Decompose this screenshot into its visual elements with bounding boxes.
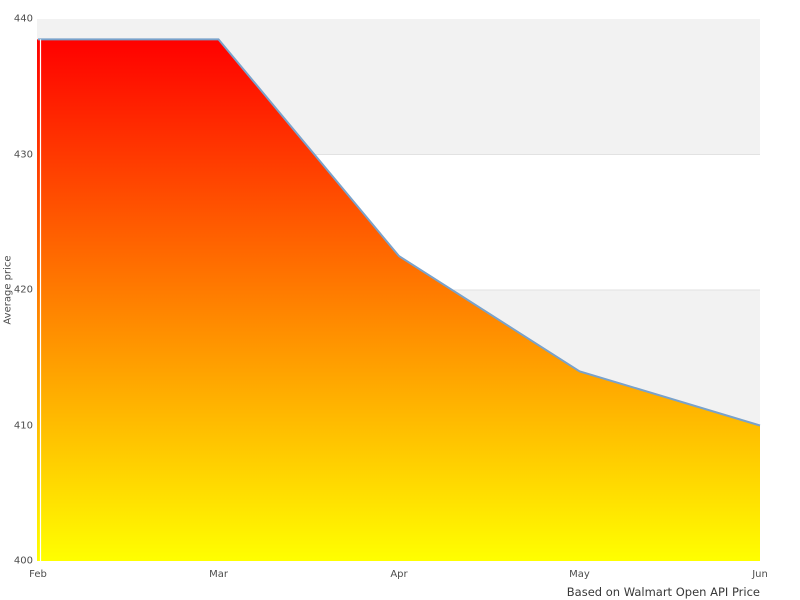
area-fill xyxy=(37,39,760,561)
y-tick-label: 410 xyxy=(13,420,33,431)
x-tick-label: Mar xyxy=(209,569,228,580)
x-tick-label: May xyxy=(569,569,590,580)
y-tick-label: 440 xyxy=(13,13,33,25)
chart-caption: Based on Walmart Open API Price xyxy=(566,585,760,599)
y-tick-label: 420 xyxy=(13,284,33,296)
x-tick-label: Feb xyxy=(29,569,47,580)
x-tick-label: Jun xyxy=(752,569,768,580)
y-tick-label: 430 xyxy=(13,149,33,160)
x-tick-label: Apr xyxy=(390,569,408,580)
price-trend-line xyxy=(38,38,761,427)
y-tick-label: 400 xyxy=(13,555,33,567)
